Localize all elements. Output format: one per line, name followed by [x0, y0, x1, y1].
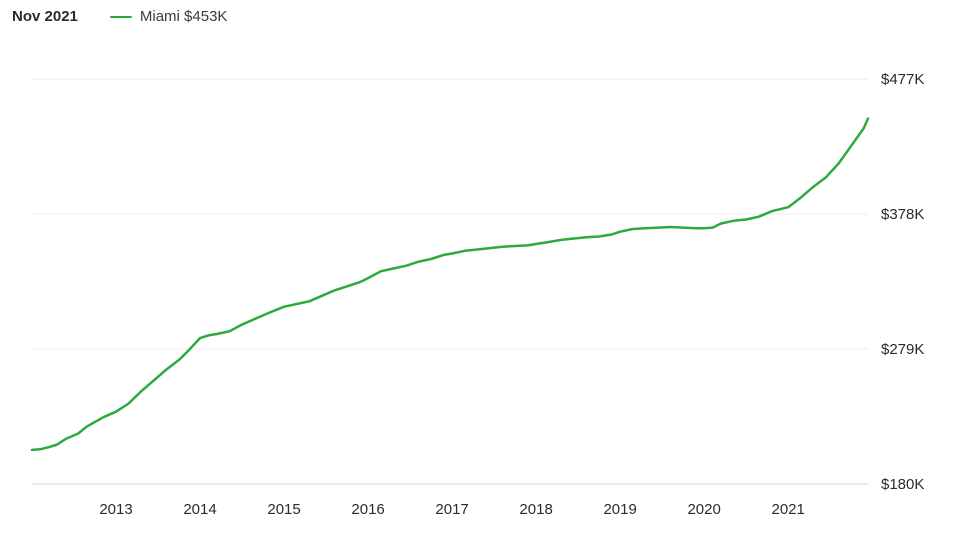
y-tick-label: $378K	[881, 206, 924, 223]
x-tick-label: 2014	[183, 501, 216, 518]
x-tick-label: 2019	[603, 501, 636, 518]
y-axis-labels: $477K $378K $279K $180K	[881, 71, 924, 493]
x-tick-label: 2018	[519, 501, 552, 518]
series-line-miami[interactable]	[30, 117, 870, 452]
chart-header: Nov 2021 Miami $453K	[12, 8, 227, 25]
selected-date-label: Nov 2021	[12, 8, 78, 25]
x-tick-label: 2016	[351, 501, 384, 518]
x-tick-label: 2020	[687, 501, 720, 518]
x-axis-labels: 2013 2014 2015 2016 2017 2018 2019 2020 2021	[99, 501, 805, 518]
x-tick-label: 2015	[267, 501, 300, 518]
y-tick-label: $279K	[881, 341, 924, 358]
x-tick-label: 2017	[435, 501, 468, 518]
legend[interactable]: Miami $453K	[109, 8, 228, 25]
y-tick-label: $477K	[881, 71, 924, 88]
legend-label: Miami $453K	[139, 8, 228, 25]
grid	[32, 78, 868, 485]
x-tick-label: 2021	[771, 501, 804, 518]
y-tick-label: $180K	[881, 476, 924, 493]
x-tick-label: 2013	[99, 501, 132, 518]
legend-swatch-icon	[109, 15, 132, 18]
